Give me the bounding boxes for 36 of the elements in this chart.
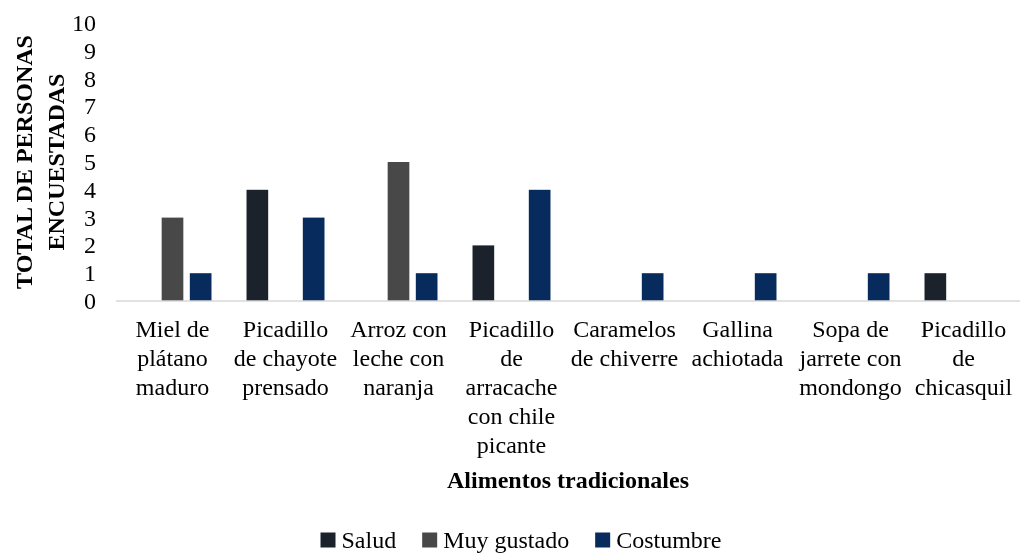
bar bbox=[924, 273, 947, 301]
x-tick-label: Gallina achiotada bbox=[691, 316, 784, 371]
y-axis-title: TOTAL DE PERSONAS ENCUESTADAS bbox=[11, 35, 69, 289]
y-tick-label: 8 bbox=[84, 65, 96, 92]
x-tick-label: Picadillo de arracache con chile picante bbox=[465, 316, 558, 458]
bar bbox=[415, 273, 438, 301]
x-tick-label: Picadillo de chayote prensado bbox=[233, 316, 338, 400]
bar bbox=[246, 189, 269, 301]
y-tick-label: 4 bbox=[84, 176, 96, 203]
x-tick-label: Caramelos de chiverre bbox=[570, 316, 679, 371]
y-tick-label: 0 bbox=[84, 288, 96, 314]
y-tick-label: 7 bbox=[84, 93, 96, 120]
x-tick-label: Arroz con leche con naranja bbox=[350, 316, 447, 400]
bar bbox=[754, 273, 777, 301]
bar bbox=[161, 217, 184, 301]
bar bbox=[641, 273, 664, 301]
bar bbox=[387, 162, 410, 301]
x-tick-label: Miel de plátano maduro bbox=[135, 316, 210, 400]
y-tick-label: 6 bbox=[84, 121, 96, 148]
x-tick-label: Picadillo de chicasquil bbox=[914, 316, 1013, 400]
y-tick-label: 9 bbox=[84, 37, 96, 64]
legend-label: Muy gustado bbox=[443, 527, 570, 553]
bar bbox=[472, 245, 495, 301]
y-tick-label: 10 bbox=[72, 10, 96, 36]
y-tick-label: 3 bbox=[84, 204, 96, 231]
y-tick-label: 5 bbox=[84, 149, 96, 175]
x-tick-label: Sopa de jarrete con mondongo bbox=[798, 316, 902, 400]
bar bbox=[867, 273, 890, 301]
x-axis-title: Alimentos tradicionales bbox=[447, 467, 689, 493]
bar bbox=[528, 189, 551, 301]
y-tick-label: 1 bbox=[84, 260, 96, 287]
bar bbox=[302, 217, 325, 301]
legend-label: Costumbre bbox=[616, 527, 722, 553]
y-tick-label: 2 bbox=[84, 232, 96, 259]
bar bbox=[189, 273, 212, 301]
legend-label: Salud bbox=[341, 527, 397, 553]
